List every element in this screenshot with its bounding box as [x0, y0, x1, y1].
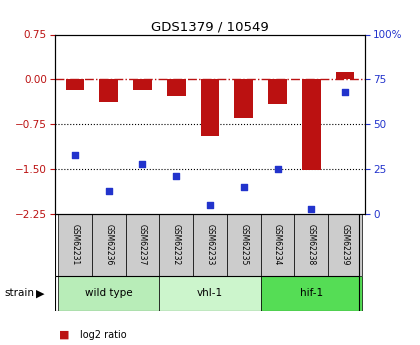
Point	[274, 166, 281, 172]
Point	[308, 206, 315, 211]
Text: GSM62235: GSM62235	[239, 224, 248, 266]
Bar	[66, 79, 84, 89]
Text: GSM62232: GSM62232	[172, 224, 181, 266]
Point	[240, 184, 247, 190]
Bar	[227, 214, 261, 276]
Text: GSM62237: GSM62237	[138, 224, 147, 266]
Text: GSM62234: GSM62234	[273, 224, 282, 266]
Bar	[58, 214, 92, 276]
Text: ■: ■	[59, 330, 69, 339]
Text: GSM62239: GSM62239	[341, 224, 349, 266]
Bar	[268, 79, 287, 105]
Bar	[58, 276, 159, 310]
Point	[139, 161, 146, 166]
Point	[105, 188, 112, 193]
Bar	[302, 79, 320, 170]
Text: vhl-1: vhl-1	[197, 288, 223, 298]
Text: GSM62231: GSM62231	[71, 224, 79, 266]
Bar	[261, 214, 294, 276]
Bar	[100, 79, 118, 102]
Point	[207, 202, 213, 208]
Bar	[193, 214, 227, 276]
Text: GSM62233: GSM62233	[205, 224, 215, 266]
Bar	[294, 214, 328, 276]
Text: GSM62236: GSM62236	[104, 224, 113, 266]
Point	[71, 152, 78, 157]
Bar	[167, 79, 186, 96]
Bar	[159, 276, 261, 310]
Text: wild type: wild type	[85, 288, 132, 298]
Text: hif-1: hif-1	[300, 288, 323, 298]
Bar	[126, 214, 159, 276]
Text: ▶: ▶	[36, 288, 44, 298]
Point	[173, 174, 180, 179]
Text: strain: strain	[4, 288, 34, 298]
Bar	[159, 214, 193, 276]
Bar	[261, 276, 362, 310]
Bar	[201, 79, 219, 136]
Text: log2 ratio: log2 ratio	[80, 330, 126, 339]
Bar	[328, 214, 362, 276]
Point	[342, 89, 349, 95]
Bar	[92, 214, 126, 276]
Title: GDS1379 / 10549: GDS1379 / 10549	[151, 20, 269, 33]
Bar	[336, 72, 354, 79]
Text: GSM62238: GSM62238	[307, 224, 316, 266]
Bar	[234, 79, 253, 118]
Bar	[133, 79, 152, 90]
